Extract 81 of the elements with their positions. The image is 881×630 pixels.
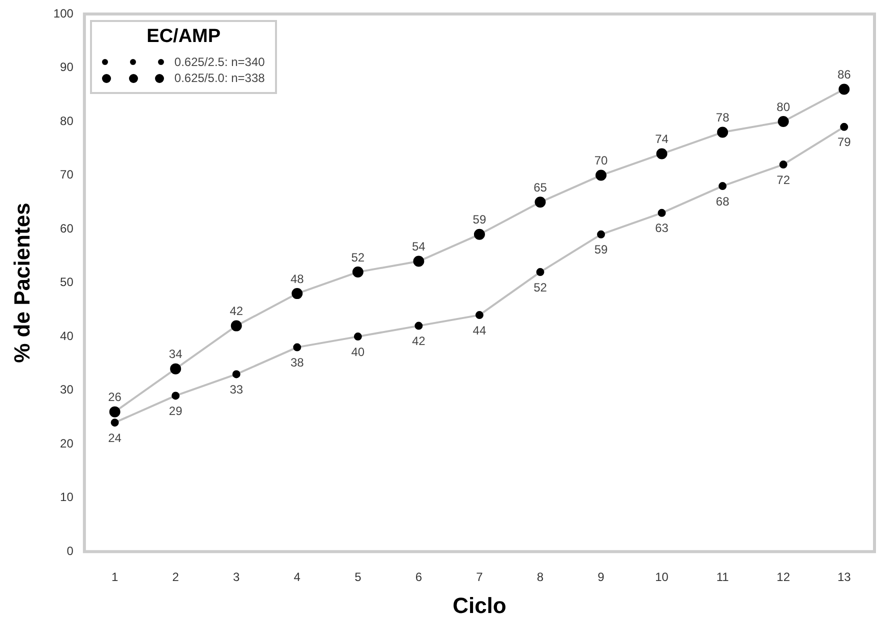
data-label: 86 <box>837 68 852 82</box>
data-label: 42 <box>412 334 426 348</box>
legend-title: EC/AMP <box>146 26 222 48</box>
point <box>110 418 119 427</box>
y-tick-label: 20 <box>60 436 74 450</box>
point <box>779 160 788 169</box>
y-tick-label: 60 <box>60 221 74 236</box>
data-label: 79 <box>837 135 852 150</box>
y-tick-label: 10 <box>60 490 74 504</box>
y-tick-label: 100 <box>53 6 74 20</box>
point <box>596 170 607 181</box>
point <box>170 363 182 374</box>
data-label: 65 <box>534 180 548 194</box>
legend-label: 0.625/5.0: n=338 <box>174 71 265 85</box>
data-label: 72 <box>776 172 790 187</box>
point <box>232 370 240 378</box>
point <box>354 332 362 341</box>
point <box>293 343 302 352</box>
data-label: 54 <box>412 240 426 254</box>
point <box>534 196 546 208</box>
y-axis-title: % de Pacientes <box>9 202 34 363</box>
data-label: 26 <box>108 390 122 404</box>
data-label: 24 <box>108 430 122 445</box>
point <box>778 116 789 128</box>
y-tick-label: 30 <box>60 382 74 397</box>
data-label: 40 <box>351 344 365 359</box>
data-label: 52 <box>351 250 365 264</box>
y-tick-label: 0 <box>66 544 74 558</box>
data-label: 68 <box>716 194 730 208</box>
point <box>414 322 423 330</box>
x-tick-label: 6 <box>415 570 422 584</box>
x-tick-label: 2 <box>172 570 180 584</box>
y-tick-label: 40 <box>60 328 74 343</box>
x-tick-label: 3 <box>233 570 240 584</box>
data-label: 42 <box>230 304 244 318</box>
data-label: 34 <box>168 347 183 362</box>
y-tick-label: 80 <box>60 114 74 128</box>
point <box>172 392 180 400</box>
point <box>656 148 668 160</box>
legend-label: 0.625/2.5: n=340 <box>174 55 265 69</box>
x-tick-label: 7 <box>476 570 484 584</box>
data-label: 59 <box>472 212 486 227</box>
x-tick-label: 5 <box>354 570 362 584</box>
data-label: 78 <box>716 110 730 125</box>
x-tick-label: 4 <box>294 570 301 584</box>
point <box>230 320 242 332</box>
data-label: 70 <box>594 154 608 168</box>
x-tick-label: 1 <box>111 570 118 584</box>
y-tick-label: 70 <box>60 168 74 182</box>
point <box>413 256 424 267</box>
y-tick-label: 90 <box>60 60 74 74</box>
data-label: 29 <box>168 404 183 418</box>
y-tick-label: 50 <box>60 275 74 290</box>
point <box>475 311 484 320</box>
point <box>109 406 120 418</box>
data-label: 44 <box>472 323 486 338</box>
x-tick-label: 11 <box>716 570 730 584</box>
data-label: 33 <box>230 382 244 397</box>
point <box>536 268 544 276</box>
point <box>597 230 606 238</box>
data-label: 63 <box>655 221 669 236</box>
data-label: 59 <box>594 242 608 257</box>
point <box>717 126 728 138</box>
x-tick-label: 8 <box>536 570 544 584</box>
point <box>718 182 727 190</box>
x-tick-label: 10 <box>655 570 669 584</box>
point <box>658 208 666 217</box>
x-tick-label: 9 <box>598 570 605 584</box>
point <box>838 84 850 95</box>
point <box>840 122 848 131</box>
data-label: 48 <box>290 272 304 286</box>
point <box>352 266 364 278</box>
data-label: 74 <box>655 132 669 146</box>
point <box>474 228 485 240</box>
data-label: 52 <box>534 280 548 294</box>
data-label: 38 <box>290 356 304 370</box>
data-label: 80 <box>776 100 790 114</box>
point <box>292 288 303 300</box>
x-axis-title: Ciclo <box>452 592 506 618</box>
x-tick-label: 13 <box>837 570 852 584</box>
x-tick-label: 12 <box>776 570 790 584</box>
